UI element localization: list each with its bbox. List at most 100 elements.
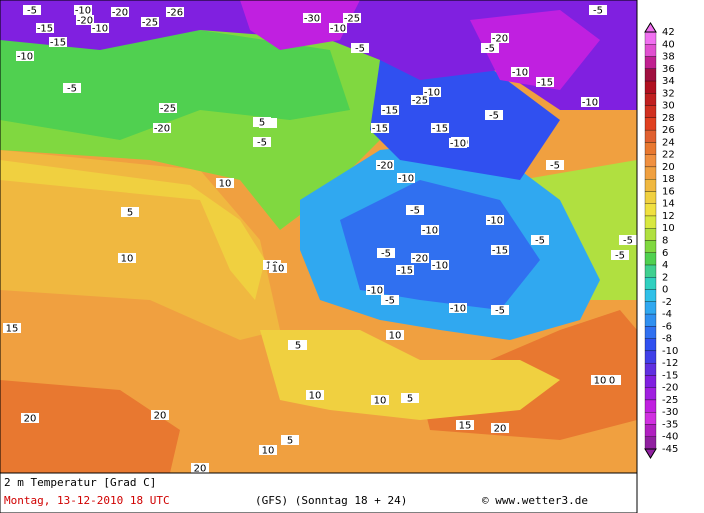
label-box xyxy=(253,117,271,127)
label-box xyxy=(289,340,307,350)
label-box xyxy=(481,43,499,53)
scale-label: 28 xyxy=(662,113,675,124)
map-label: -10 xyxy=(75,6,91,17)
label-box xyxy=(536,77,554,87)
color-swatch xyxy=(644,375,657,388)
label-box xyxy=(141,17,159,27)
scale-label: 2 xyxy=(662,272,668,283)
map-label: 10 xyxy=(262,446,275,457)
label-box xyxy=(63,83,81,93)
label-box xyxy=(166,7,184,17)
label-box xyxy=(421,225,439,235)
map-label: -10 xyxy=(450,139,466,150)
map-label: -5 xyxy=(381,249,391,260)
map-label: -5 xyxy=(593,6,603,17)
color-swatch xyxy=(644,129,657,143)
scale-label: 14 xyxy=(662,199,675,210)
label-box xyxy=(401,393,419,403)
map-label: 10 xyxy=(219,179,232,190)
map-label: 10 xyxy=(272,264,285,275)
map-label: -15 xyxy=(372,124,388,135)
map-label: -20 xyxy=(77,16,93,27)
color-swatch xyxy=(644,68,657,82)
scale-label: 16 xyxy=(662,186,675,197)
map-label: -15 xyxy=(537,78,553,89)
scale-label: -8 xyxy=(662,334,672,345)
scale-label: 4 xyxy=(662,260,668,271)
map-label: -5 xyxy=(495,306,505,317)
color-swatch xyxy=(644,436,657,450)
label-box xyxy=(371,123,389,133)
label-box xyxy=(3,323,21,333)
map-label: 10 xyxy=(374,396,387,407)
scale-label: 10 xyxy=(662,223,675,234)
label-box xyxy=(603,375,621,385)
scale-label: 20 xyxy=(662,162,675,173)
map-label: -5 xyxy=(489,111,499,122)
map-label: -5 xyxy=(623,236,633,247)
map-label: -20 xyxy=(412,254,428,265)
label-box xyxy=(269,263,287,273)
scale-label: -15 xyxy=(662,370,678,381)
scale-label: -10 xyxy=(662,346,678,357)
label-box xyxy=(619,235,637,245)
label-box xyxy=(111,7,129,17)
label-box xyxy=(23,5,41,15)
scale-label: 38 xyxy=(662,52,675,63)
map-label: -15 xyxy=(397,266,413,277)
label-box xyxy=(431,260,449,270)
map-label: -5 xyxy=(535,236,545,247)
color-swatch xyxy=(644,277,657,290)
label-box xyxy=(589,5,607,15)
map-label: -10 xyxy=(582,98,598,109)
scale-label: 40 xyxy=(662,39,675,50)
map-label: -10 xyxy=(92,24,108,35)
color-swatch xyxy=(644,252,657,266)
label-box xyxy=(16,51,34,61)
map-label: -10 xyxy=(330,24,346,35)
map-labels: -5 -10-20-20-25-26-10-15-10-5-25-20-15-30… xyxy=(3,5,637,475)
map-label: -20 xyxy=(154,124,170,135)
scale-label: -45 xyxy=(662,444,678,455)
label-box xyxy=(381,295,399,305)
map-label: 10 xyxy=(309,391,322,402)
label-box xyxy=(486,215,504,225)
map-label: -5 xyxy=(257,138,267,149)
map-label: 20 xyxy=(194,464,207,475)
map-label: -30 xyxy=(304,14,320,25)
scale-arrow-bottom xyxy=(644,448,657,459)
scale-label: -35 xyxy=(662,419,678,430)
label-box xyxy=(491,245,509,255)
color-swatch xyxy=(644,93,657,106)
scale-label: 26 xyxy=(662,125,675,136)
label-box xyxy=(281,435,299,445)
map-label: -10 xyxy=(512,68,528,79)
map-label: -5 xyxy=(615,251,625,262)
label-box xyxy=(423,87,441,97)
map-label: -10 xyxy=(17,52,33,63)
color-swatch xyxy=(644,399,657,413)
map-label: -10 xyxy=(432,261,448,272)
label-box xyxy=(329,23,347,33)
label-box xyxy=(371,395,389,405)
label-box xyxy=(431,123,449,133)
map-label: -25 xyxy=(412,96,428,107)
map-label: -15 xyxy=(432,124,448,135)
scale-label: 18 xyxy=(662,174,675,185)
color-swatch xyxy=(644,289,657,302)
map-label: 5 xyxy=(407,394,413,405)
label-box xyxy=(74,5,92,15)
label-box xyxy=(511,67,529,77)
map-label: -25 xyxy=(142,18,158,29)
color-swatch xyxy=(644,326,657,339)
map-label: 5 xyxy=(287,436,293,447)
title: 2 m Temperatur [Grad C] xyxy=(4,476,156,489)
map-label: 15 xyxy=(6,324,19,335)
color-swatch xyxy=(644,166,657,180)
map-label: 20 xyxy=(154,411,167,422)
color-swatch xyxy=(644,44,657,57)
label-box xyxy=(411,95,429,105)
scale-label: -12 xyxy=(662,358,678,369)
scale-label: 24 xyxy=(662,137,675,148)
color-swatch xyxy=(644,117,657,131)
